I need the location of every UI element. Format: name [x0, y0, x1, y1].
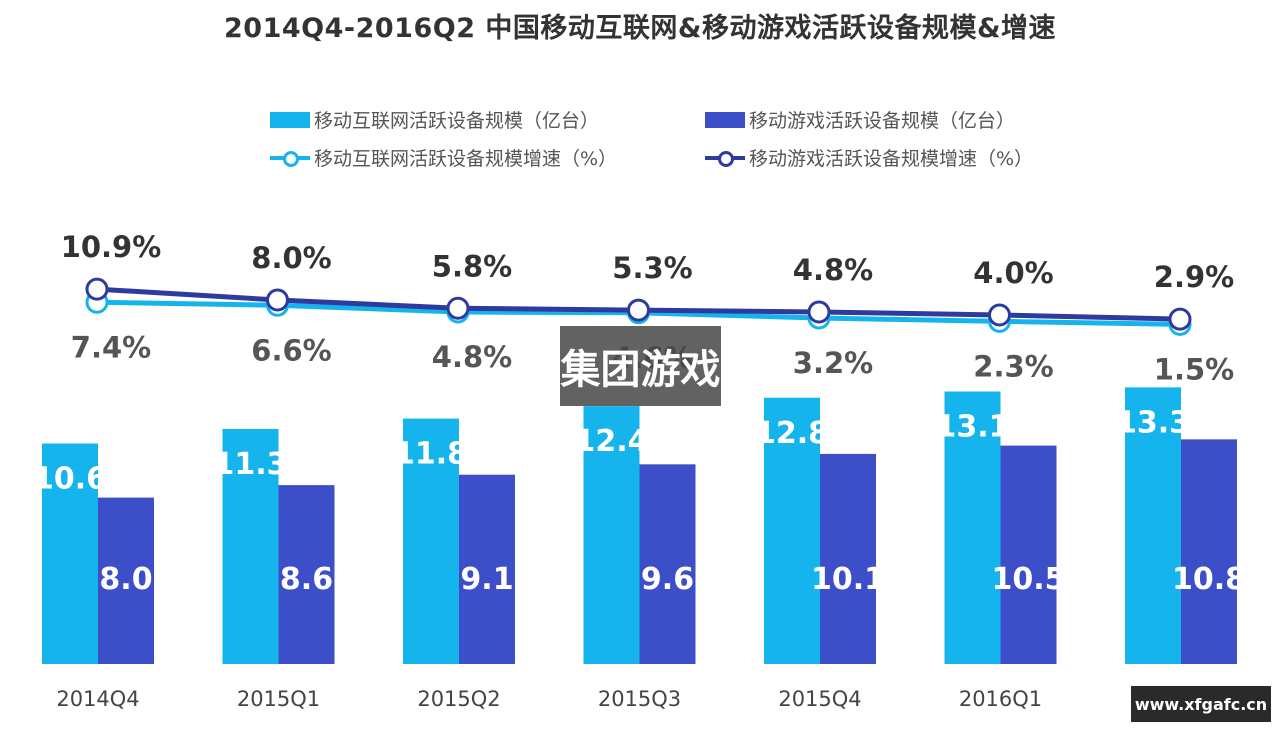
- line-label-2-2015Q2: 5.8%: [432, 249, 512, 283]
- legend-label-line2: 移动游戏活跃设备规模增速（%）: [749, 148, 1034, 170]
- bar-label-1-2014Q4: 10.6: [33, 462, 107, 497]
- bar-2-2014Q4: [98, 497, 154, 664]
- bar-1-2015Q2: [403, 418, 459, 664]
- legend-item-bar1: 移动互联网活跃设备规模（亿台）: [270, 106, 599, 133]
- line-label-2-2015Q1: 8.0%: [251, 241, 331, 275]
- legend-item-line2: 移动游戏活跃设备规模增速（%）: [705, 144, 1033, 171]
- bar-2-2015Q1: [278, 485, 335, 664]
- line-label-2-2015Q3: 5.3%: [612, 251, 692, 285]
- legend-linekey-line2: [705, 150, 745, 167]
- bar-1-2015Q3: [583, 406, 640, 664]
- bar-label-1-2015Q2: 11.8: [394, 437, 468, 472]
- line-point-2-2016Q1: [988, 303, 1011, 327]
- line-label-2-2016Q1: 4.0%: [973, 256, 1053, 290]
- line-label-1-2016Q2: 1.5%: [1154, 352, 1234, 386]
- x-tick-label-2015Q4: 2015Q4: [778, 687, 861, 711]
- bar-2-2015Q3: [639, 464, 696, 664]
- bar-label-2-2015Q4: 10.1: [811, 562, 885, 597]
- bar-label-2-2015Q3: 9.6: [641, 562, 694, 597]
- legend-label-bar2: 移动游戏活跃设备规模（亿台）: [749, 110, 1016, 132]
- bar-label-1-2015Q4: 12.8: [755, 416, 829, 451]
- bar-2-2016Q2: [1181, 439, 1237, 664]
- legend-item-line1: 移动互联网活跃设备规模增速（%）: [270, 144, 617, 171]
- line-point-2-2014Q4: [85, 277, 109, 301]
- bar-1-2014Q4: [42, 443, 98, 664]
- line-label-1-2015Q4: 3.2%: [793, 346, 873, 380]
- bar-label-2-2014Q4: 8.0: [99, 562, 152, 597]
- x-tick-label-2015Q3: 2015Q3: [598, 687, 681, 711]
- line-label-2-2016Q2: 2.9%: [1154, 260, 1234, 294]
- legend-swatch-bar1: [270, 111, 310, 128]
- bar-label-2-2016Q1: 10.5: [991, 562, 1065, 597]
- line-point-2-2016Q2: [1168, 307, 1192, 331]
- line-label-1-2015Q1: 6.6%: [251, 333, 331, 367]
- bar-label-1-2016Q2: 13.3: [1116, 405, 1190, 440]
- bar-1-2016Q1: [944, 391, 1001, 664]
- bar-label-2-2016Q2: 10.8: [1172, 562, 1246, 597]
- legend-item-bar2: 移动游戏活跃设备规模（亿台）: [705, 106, 1015, 133]
- line-label-2-2015Q4: 4.8%: [793, 253, 873, 287]
- bar-label-2-2015Q1: 8.6: [280, 562, 333, 597]
- x-tick-label-2015Q2: 2015Q2: [417, 687, 500, 711]
- legend-label-bar1: 移动互联网活跃设备规模（亿台）: [314, 110, 600, 132]
- x-tick-label-2014Q4: 2014Q4: [56, 687, 139, 711]
- line-point-2-2015Q2: [446, 296, 470, 320]
- x-tick-label-2015Q1: 2015Q1: [237, 687, 320, 711]
- line-point-2-2015Q3: [627, 298, 650, 322]
- bar-label-1-2015Q1: 11.3: [213, 447, 287, 482]
- bar-label-1-2016Q1: 13.1: [935, 410, 1009, 445]
- overlay-caption: 集团游戏: [560, 326, 721, 406]
- legend-linekey-line1: [270, 150, 310, 167]
- bar-1-2016Q2: [1125, 387, 1181, 664]
- bar-1-2015Q1: [222, 428, 279, 664]
- bar-2-2015Q4: [820, 453, 876, 664]
- bar-1-2015Q4: [764, 397, 820, 664]
- bar-2-2015Q2: [459, 474, 515, 664]
- x-tick-label-2016Q1: 2016Q1: [959, 687, 1042, 711]
- line-label-2-2014Q4: 10.9%: [61, 230, 162, 264]
- bar-label-2-2015Q2: 9.1: [460, 562, 513, 597]
- line-label-1-2015Q2: 4.8%: [432, 340, 512, 374]
- watermark: www.xfgafc.cn: [1131, 686, 1271, 722]
- line-point-2-2015Q1: [266, 288, 289, 312]
- line-label-1-2016Q1: 2.3%: [973, 349, 1053, 383]
- legend-swatch-bar2: [705, 111, 745, 128]
- line-point-2-2015Q4: [807, 300, 831, 324]
- bar-label-1-2015Q3: 12.4: [574, 424, 648, 459]
- line-label-1-2014Q4: 7.4%: [71, 330, 151, 364]
- bar-2-2016Q1: [1000, 445, 1057, 664]
- legend-label-line1: 移动互联网活跃设备规模增速（%）: [314, 148, 618, 170]
- chart-title: 2014Q4-2016Q2 中国移动互联网&移动游戏活跃设备规模&增速: [224, 13, 1056, 44]
